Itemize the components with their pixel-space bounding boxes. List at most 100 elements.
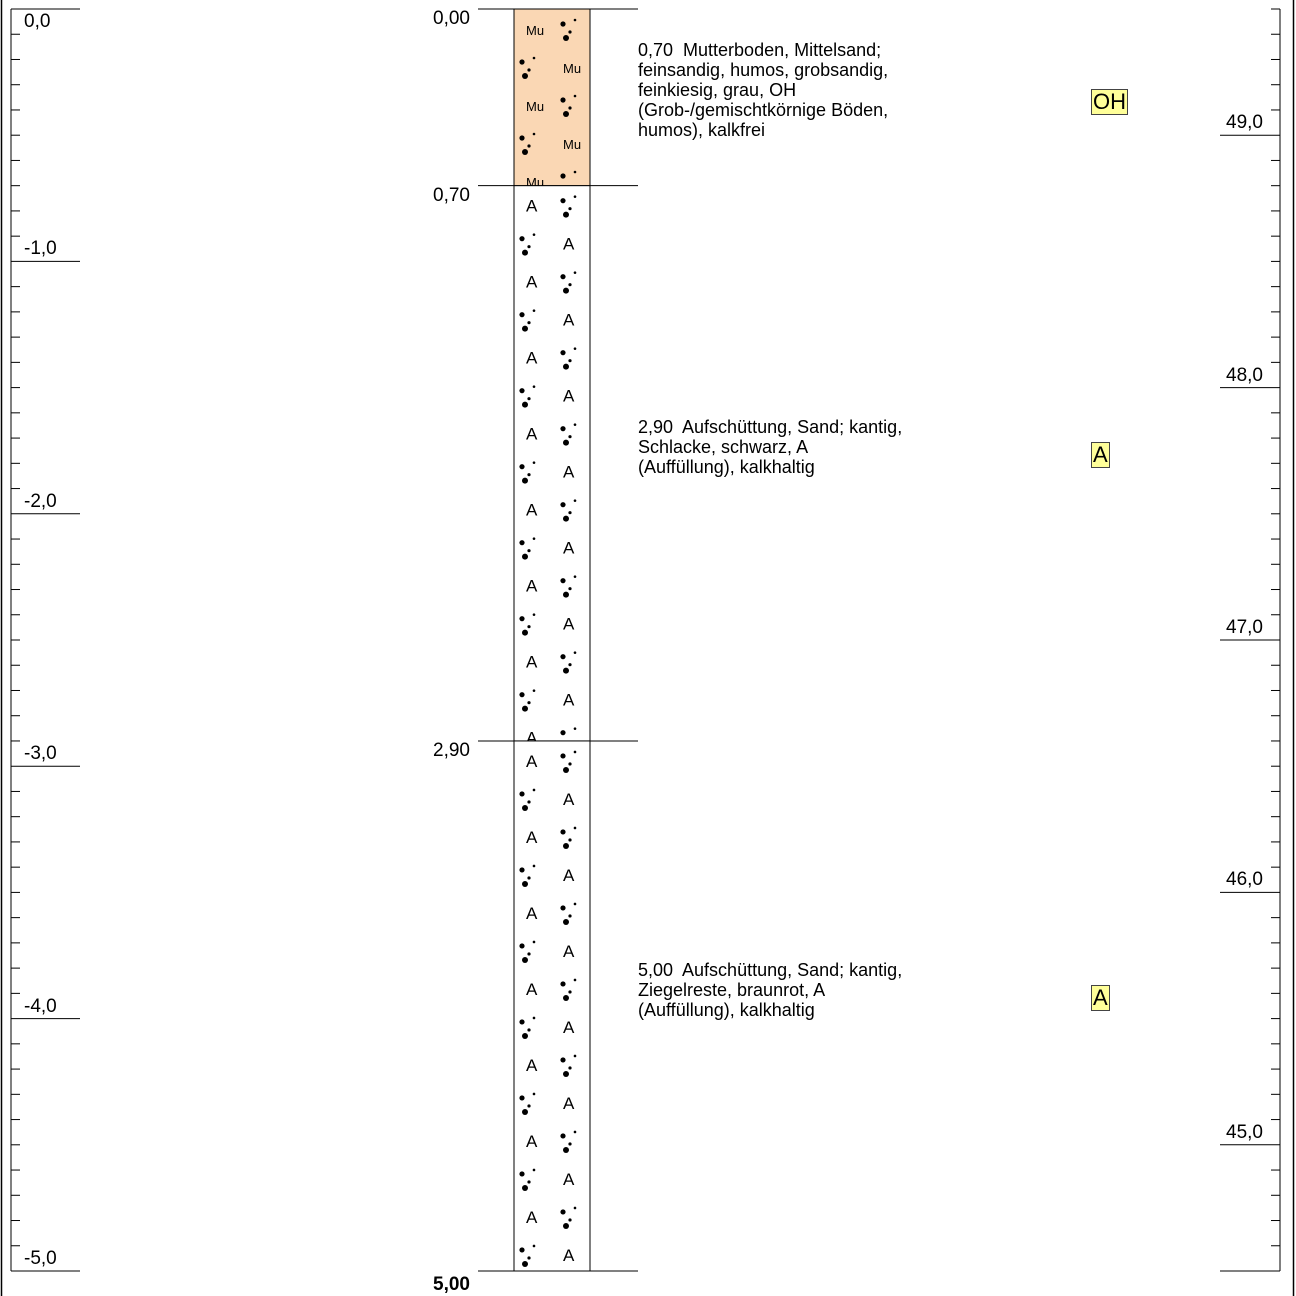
soil-symbol: A — [563, 235, 575, 254]
gravel-dot — [519, 236, 525, 242]
gravel-dot — [532, 537, 536, 540]
gravel-dot — [519, 59, 525, 65]
gravel-dot — [563, 667, 569, 674]
gravel-dot — [568, 207, 572, 211]
gravel-dot — [527, 952, 531, 956]
depth-tick-label: -4,0 — [24, 995, 57, 1017]
depth-tick-label: -3,0 — [24, 743, 57, 765]
gravel-dot — [573, 902, 577, 906]
soil-symbol: A — [563, 866, 575, 885]
soil-symbol: Mu — [563, 137, 581, 152]
layer-description: 0,70 Mutterboden, Mittelsand; feinsandig… — [638, 40, 889, 141]
soil-symbol: A — [563, 1246, 575, 1265]
gravel-dot — [568, 30, 572, 34]
depth-tick-label: -2,0 — [24, 490, 57, 512]
gravel-dot — [560, 274, 566, 280]
gravel-dot — [560, 1209, 566, 1215]
gravel-dot — [563, 1146, 569, 1153]
gravel-dot — [522, 880, 528, 887]
gravel-dot — [560, 350, 566, 356]
gravel-dot — [532, 613, 536, 616]
gravel-dot — [563, 211, 569, 218]
gravel-dot — [519, 464, 525, 470]
gravel-dot — [519, 867, 525, 873]
soil-symbol: Mu — [526, 99, 544, 114]
soil-symbol: A — [526, 425, 538, 444]
gravel-dot — [568, 106, 572, 110]
gravel-dot — [568, 990, 572, 994]
gravel-dot — [568, 435, 572, 439]
gravel-dot — [573, 978, 577, 982]
gravel-dot — [563, 515, 569, 522]
soil-symbol: A — [563, 539, 575, 558]
soil-group-code: A — [1091, 442, 1110, 469]
gravel-dot — [522, 1108, 528, 1115]
gravel-dot — [560, 97, 566, 103]
gravel-dot — [519, 943, 525, 949]
gravel-dot — [573, 18, 577, 22]
gravel-dot — [568, 1218, 572, 1222]
soil-symbol: A — [526, 501, 538, 520]
gravel-dot — [563, 287, 569, 294]
layer-description: 2,90 Aufschüttung, Sand; kantig, Schlack… — [638, 417, 903, 478]
gravel-dot — [519, 791, 525, 797]
gravel-dot — [560, 905, 566, 911]
gravel-dot — [522, 477, 528, 484]
gravel-dot — [563, 363, 569, 370]
soil-symbol: A — [526, 653, 538, 672]
gravel-dot — [560, 426, 566, 432]
gravel-dot — [522, 553, 528, 560]
gravel-dot — [519, 312, 525, 318]
gravel-dot — [527, 549, 531, 553]
gravel-dot — [532, 132, 536, 136]
gravel-dot — [532, 309, 536, 312]
gravel-dot — [563, 1070, 569, 1077]
soil-symbol: A — [563, 615, 575, 634]
depth-tick-label: -5,0 — [24, 1248, 57, 1269]
gravel-dot — [527, 625, 531, 629]
gravel-dot — [522, 956, 528, 963]
soil-symbol: Mu — [526, 23, 544, 38]
gravel-dot — [560, 753, 566, 759]
gravel-dot — [527, 397, 531, 401]
gravel-dot — [573, 750, 577, 754]
elevation-tick-label: 45,0 — [1226, 1121, 1263, 1143]
gravel-dot — [573, 575, 577, 578]
gravel-dot — [560, 829, 566, 835]
gravel-dot — [563, 994, 569, 1001]
layer-2-column — [513, 185, 591, 742]
gravel-dot — [573, 651, 577, 654]
gravel-dot — [522, 149, 528, 155]
soil-symbol: A — [526, 1056, 538, 1075]
gravel-dot — [573, 1206, 577, 1210]
gravel-dot — [519, 616, 525, 622]
gravel-dot — [522, 1260, 528, 1267]
gravel-dot — [563, 591, 569, 598]
gravel-dot — [519, 540, 525, 546]
layer-3-pattern: A A A A A A A A A A A A A A — [519, 750, 577, 1267]
gravel-dot — [563, 111, 569, 117]
gravel-dot — [560, 981, 566, 987]
soil-symbol: A — [563, 942, 575, 961]
soil-symbol: A — [526, 752, 538, 771]
soil-symbol: A — [526, 828, 538, 847]
gravel-dot — [527, 1256, 531, 1260]
gravel-dot — [522, 804, 528, 811]
gravel-dot — [519, 692, 525, 698]
gravel-dot — [532, 788, 536, 792]
gravel-dot — [519, 1095, 525, 1101]
gravel-dot — [563, 1222, 569, 1229]
soil-group-code: A — [1091, 984, 1110, 1011]
gravel-dot — [532, 689, 536, 692]
soil-symbol: A — [526, 197, 538, 216]
gravel-dot — [522, 73, 528, 79]
gravel-dot — [527, 473, 531, 477]
soil-symbol: A — [563, 790, 575, 809]
gravel-dot — [532, 233, 536, 236]
gravel-dot — [532, 385, 536, 388]
gravel-dot — [568, 762, 572, 766]
gravel-dot — [522, 249, 528, 256]
gravel-dot — [573, 1054, 577, 1058]
